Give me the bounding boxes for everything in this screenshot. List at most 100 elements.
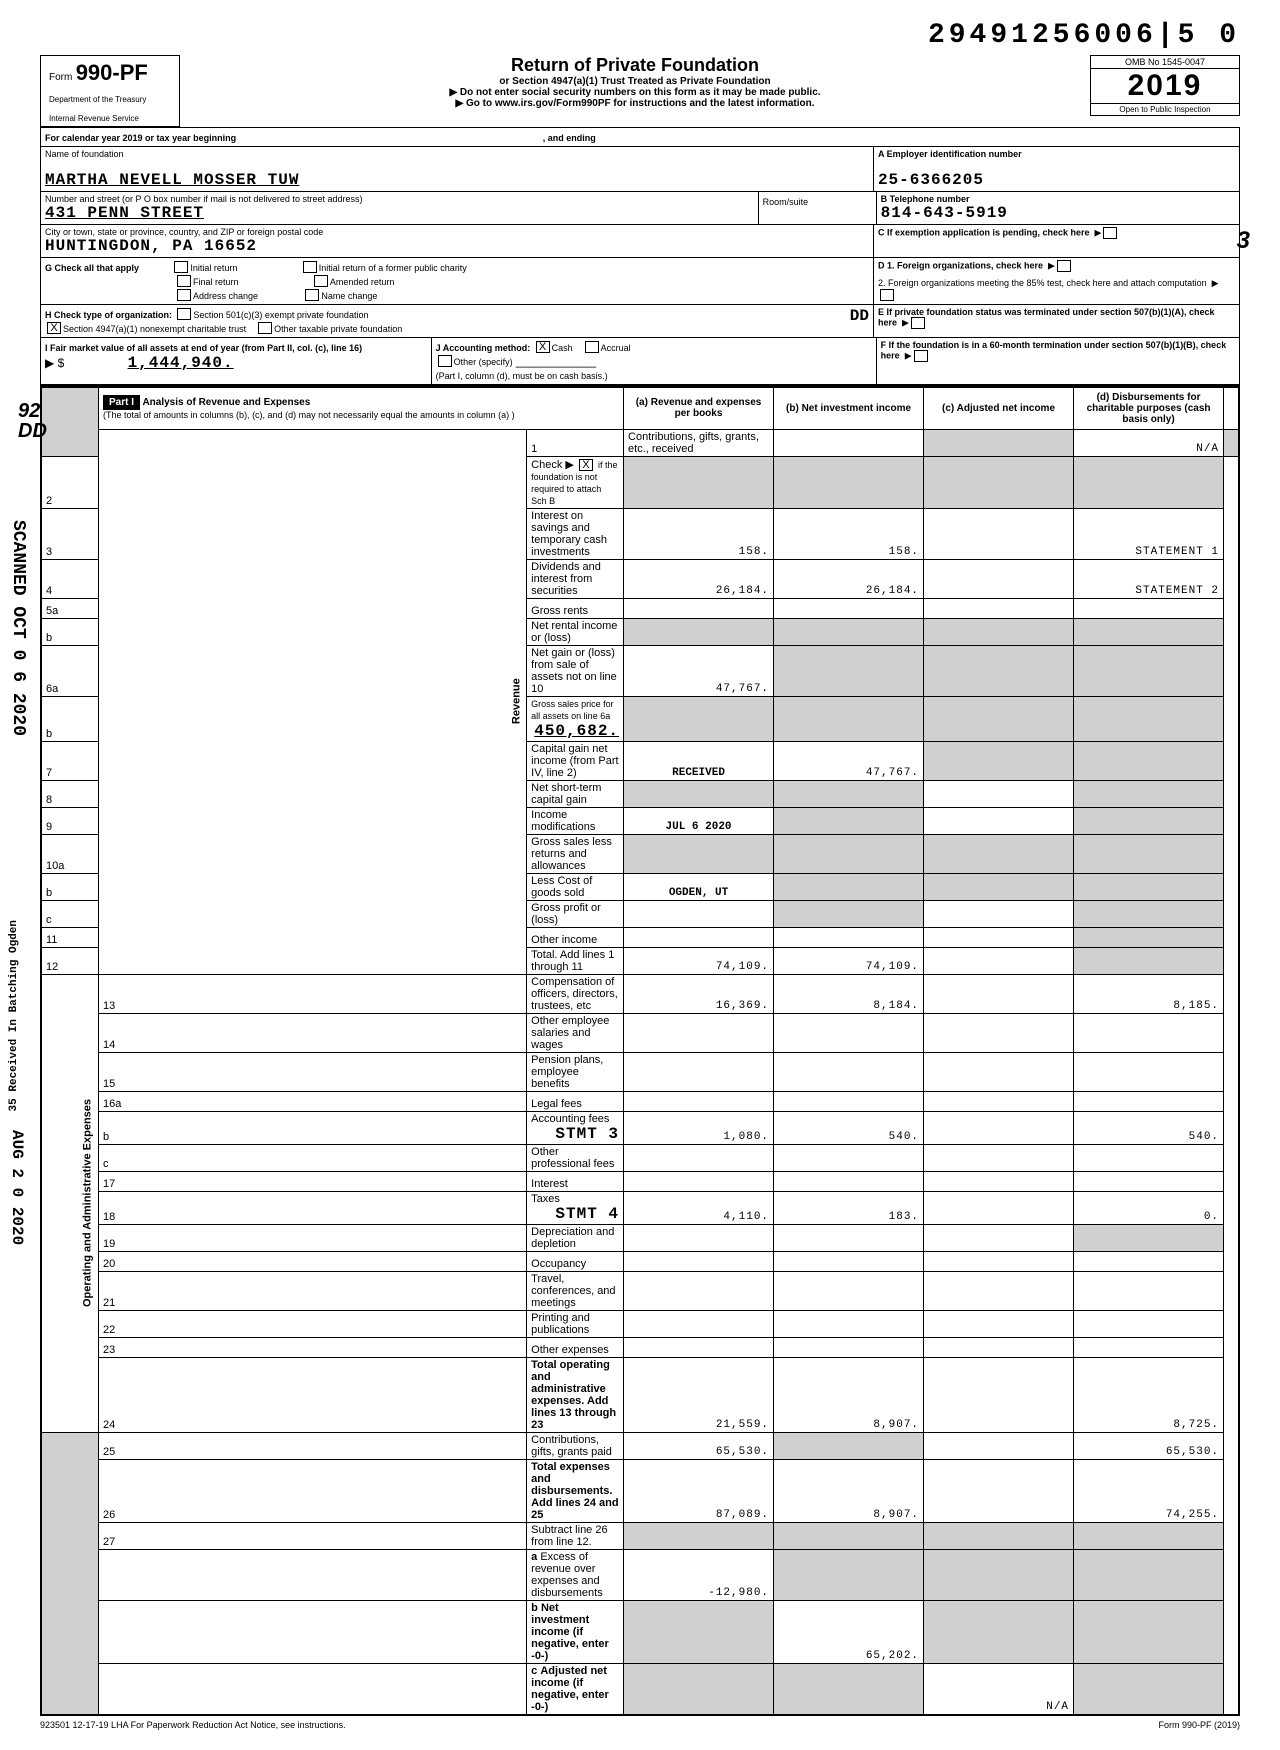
cell-b: 183. bbox=[774, 1191, 924, 1224]
row-text: Accounting fees bbox=[531, 1113, 609, 1125]
g-opt-1: Final return bbox=[193, 277, 239, 287]
g-name-change-checkbox[interactable] bbox=[305, 289, 319, 301]
handwritten-dd: DD bbox=[18, 420, 47, 443]
row-num: 18 bbox=[99, 1191, 527, 1224]
table-row: Revenue 1Contributions, gifts, grants, e… bbox=[41, 429, 1239, 456]
address-label: Number and street (or P O box number if … bbox=[45, 194, 754, 204]
h-other-checkbox[interactable] bbox=[258, 322, 272, 334]
calendar-end-label: , and ending bbox=[543, 133, 596, 143]
table-row: 20Occupancy bbox=[41, 1251, 1239, 1271]
cell-d: STATEMENT 1 bbox=[1074, 508, 1224, 559]
cell-a: 65,530. bbox=[624, 1432, 774, 1459]
table-row: 24Total operating and administrative exp… bbox=[41, 1357, 1239, 1432]
row-num: 11 bbox=[41, 927, 99, 947]
row-text: Contributions, gifts, grants paid bbox=[527, 1432, 624, 1459]
f-checkbox[interactable] bbox=[914, 350, 928, 362]
g-amended-checkbox[interactable] bbox=[314, 275, 328, 287]
row-num: 8 bbox=[41, 780, 99, 807]
row-text: Gross sales less returns and allowances bbox=[527, 834, 624, 873]
row-text: Legal fees bbox=[527, 1091, 624, 1111]
form-subtitle-3: ▶ Go to www.irs.gov/Form990PF for instru… bbox=[190, 98, 1080, 109]
part1-title: Analysis of Revenue and Expenses bbox=[142, 397, 310, 408]
g-initial-return-checkbox[interactable] bbox=[174, 261, 188, 273]
g-initial-former-checkbox[interactable] bbox=[303, 261, 317, 273]
row-num: 7 bbox=[41, 741, 99, 780]
row-num: 9 bbox=[41, 807, 99, 834]
part1-table: Part I Analysis of Revenue and Expenses … bbox=[40, 386, 1240, 1716]
row-text: Gross sales price for all assets on line… bbox=[531, 699, 614, 721]
cell-a: -12,980. bbox=[624, 1549, 774, 1600]
row-text: Printing and publications bbox=[527, 1310, 624, 1337]
cell-b: 74,109. bbox=[774, 947, 924, 974]
row-text: Contributions, gifts, grants, etc., rece… bbox=[624, 429, 774, 456]
h-opt2: Section 4947(a)(1) nonexempt charitable … bbox=[63, 324, 246, 334]
row-text: Occupancy bbox=[527, 1251, 624, 1271]
row-num: 19 bbox=[99, 1224, 527, 1251]
table-row: 27Subtract line 26 from line 12. bbox=[41, 1522, 1239, 1549]
row-num: 15 bbox=[99, 1052, 527, 1091]
cell-b: 65,202. bbox=[774, 1600, 924, 1663]
row-num: 23 bbox=[99, 1337, 527, 1357]
table-row: 25Contributions, gifts, grants paid65,53… bbox=[41, 1432, 1239, 1459]
title-block: Return of Private Foundation or Section … bbox=[190, 55, 1080, 109]
c-checkbox[interactable] bbox=[1103, 227, 1117, 239]
row-num: 27 bbox=[99, 1522, 527, 1549]
table-row: 18TaxesSTMT 44,110.183.0. bbox=[41, 1191, 1239, 1224]
row-num: 16a bbox=[99, 1091, 527, 1111]
row-text: Adjusted net income (if negative, enter … bbox=[531, 1665, 609, 1713]
col-b-header: (b) Net investment income bbox=[774, 387, 924, 430]
row-num: 13 bbox=[99, 974, 527, 1013]
row-text: Other income bbox=[527, 927, 624, 947]
phone-label: B Telephone number bbox=[881, 194, 1235, 204]
h-501c3-checkbox[interactable] bbox=[177, 308, 191, 320]
part1-sub: (The total of amounts in columns (b), (c… bbox=[103, 410, 515, 420]
table-row: 16aLegal fees bbox=[41, 1091, 1239, 1111]
g-opt-0: Initial return bbox=[190, 263, 237, 273]
j-cash-checkbox[interactable]: X bbox=[536, 341, 550, 353]
j-accrual-checkbox[interactable] bbox=[585, 341, 599, 353]
na-cell: N/A bbox=[1074, 429, 1224, 456]
fmv-value: 1,444,940. bbox=[128, 354, 234, 372]
open-inspection: Open to Public Inspection bbox=[1091, 103, 1239, 115]
table-row: 22Printing and publications bbox=[41, 1310, 1239, 1337]
row-text: Net short-term capital gain bbox=[527, 780, 624, 807]
cell-c: N/A bbox=[924, 1663, 1074, 1715]
row-text: Other employee salaries and wages bbox=[527, 1013, 624, 1052]
row-num: 2 bbox=[41, 456, 99, 508]
table-row: cOther professional fees bbox=[41, 1144, 1239, 1171]
d2-checkbox[interactable] bbox=[880, 289, 894, 301]
row-num: 4 bbox=[41, 559, 99, 598]
g-address-change-checkbox[interactable] bbox=[177, 289, 191, 301]
row-num: a bbox=[531, 1551, 537, 1563]
name-label: Name of foundation bbox=[45, 149, 869, 159]
row-text: Check ▶ bbox=[531, 459, 574, 471]
h-4947-checkbox[interactable]: X bbox=[47, 322, 61, 334]
opex-side-label: Operating and Administrative Expenses bbox=[41, 974, 99, 1432]
e-label: E If private foundation status was termi… bbox=[878, 307, 1215, 327]
row-text: Taxes bbox=[531, 1193, 560, 1205]
phone-value: 814-643-5919 bbox=[881, 204, 1235, 222]
cell-d: 0. bbox=[1074, 1191, 1224, 1224]
cell-b: 47,767. bbox=[774, 741, 924, 780]
h-section: H Check type of organization: Section 50… bbox=[41, 305, 874, 337]
row-num: b bbox=[41, 618, 99, 645]
row-num: 20 bbox=[99, 1251, 527, 1271]
g-final-return-checkbox[interactable] bbox=[177, 275, 191, 287]
row-text: Gross profit or (loss) bbox=[527, 900, 624, 927]
street-address: 431 PENN STREET bbox=[45, 204, 754, 222]
table-row: 21Travel, conferences, and meetings bbox=[41, 1271, 1239, 1310]
g-opt-5: Name change bbox=[321, 291, 377, 301]
ogden-stamp: OGDEN, UT bbox=[624, 873, 774, 900]
e-checkbox[interactable] bbox=[911, 317, 925, 329]
row-text: Dividends and interest from securities bbox=[527, 559, 624, 598]
g-opt-3: Initial return of a former public charit… bbox=[319, 263, 467, 273]
row-text: Net rental income or (loss) bbox=[527, 618, 624, 645]
cell-a: 4,110. bbox=[624, 1191, 774, 1224]
schb-checkbox[interactable]: X bbox=[579, 459, 593, 471]
d1-checkbox[interactable] bbox=[1057, 260, 1071, 272]
row-text: Gross rents bbox=[527, 598, 624, 618]
footer-left: 923501 12-17-19 LHA For Paperwork Reduct… bbox=[40, 1720, 346, 1730]
calendar-year-label: For calendar year 2019 or tax year begin… bbox=[45, 133, 236, 143]
j-other: Other (specify) bbox=[454, 357, 513, 367]
j-other-checkbox[interactable] bbox=[438, 355, 452, 367]
